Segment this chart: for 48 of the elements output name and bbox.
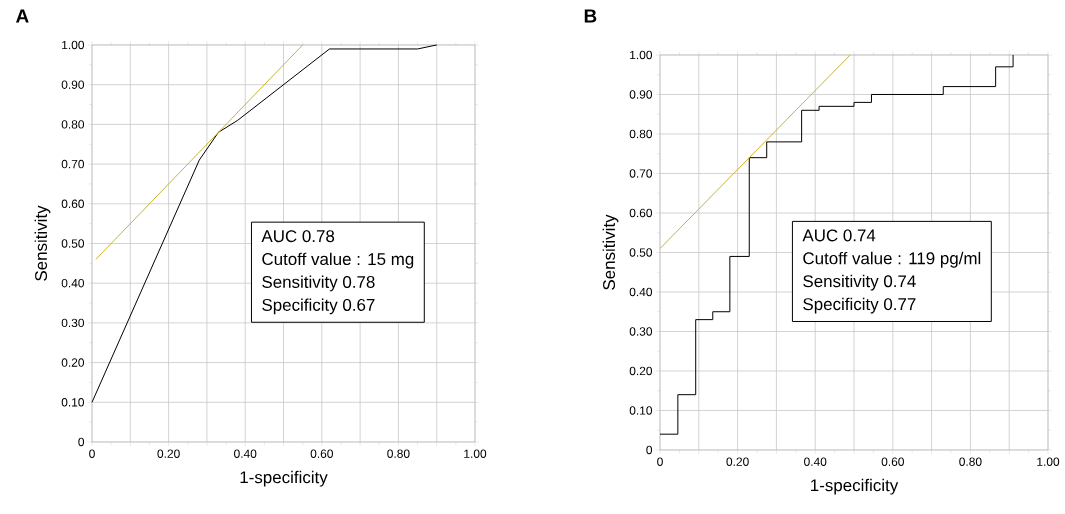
x-tick-label: 0.20 (157, 449, 180, 458)
y-tick-label: 0.90 (629, 90, 653, 99)
x-tick-label: 0.60 (310, 449, 333, 458)
y-tick-label: 0.60 (629, 208, 653, 218)
x-tick-label: 0.20 (726, 457, 749, 466)
y-tick-label: 0.30 (629, 327, 653, 336)
y-tick-label: 0.10 (61, 398, 85, 407)
y-tick-label: 0.50 (61, 239, 85, 248)
y-tick-label: 0.30 (61, 318, 85, 328)
annotation: Specificity 0.67 (262, 298, 375, 315)
x-tick-label: 1.00 (1037, 457, 1060, 466)
y-tick-label: 0.90 (61, 80, 85, 89)
annotation: AUC 0.74 (802, 229, 876, 242)
x-axis-title: 1-specificity (240, 470, 328, 487)
y-tick-label: 0.20 (61, 358, 85, 367)
annotation: Sensitivity 0.74 (803, 274, 916, 291)
x-tick-label: 0.40 (234, 449, 257, 458)
y-tick-label: 0.20 (629, 366, 653, 376)
x-axis-title: 1-specificity (811, 478, 899, 495)
y-axis-title: Sensitivity (34, 205, 51, 281)
line-series (91, 44, 438, 403)
x-tick-label: 0.80 (959, 457, 982, 466)
x-tick-label: 0 (657, 457, 663, 466)
x-tick-label: 0.40 (804, 457, 827, 466)
y-tick-label: 0.80 (629, 129, 653, 139)
annotation: AUC 0.78 (261, 230, 335, 243)
y-axis-title: Sensitivity (602, 214, 619, 290)
y-tick-label: 0.40 (61, 278, 85, 288)
y-tick-label: 0.60 (61, 199, 85, 209)
annotation: Cutoff value : 15 mg (262, 252, 414, 269)
y-tick-label: 0.80 (61, 120, 85, 129)
y-tick-label: 0 (78, 437, 85, 447)
annotation: Cutoff value : 119 pg/ml (803, 251, 981, 268)
y-tick-label: 1.00 (630, 50, 653, 60)
chart-title: B (584, 9, 597, 23)
chart-title: A (16, 9, 29, 23)
annotation: Specificity 0.77 (803, 297, 916, 314)
x-tick-label: 0.80 (387, 449, 410, 458)
y-tick-label: 0.70 (629, 169, 653, 178)
x-tick-label: 0.60 (881, 457, 904, 466)
y-tick-label: 0.70 (61, 159, 85, 169)
y-tick-label: 0.40 (629, 287, 653, 297)
x-tick-label: 0 (89, 449, 95, 458)
annotation: Sensitivity 0.78 (262, 275, 375, 292)
y-tick-label: 1.00 (62, 40, 85, 50)
y-tick-label: 0.10 (629, 406, 653, 415)
x-tick-label: 1.00 (464, 449, 487, 458)
y-tick-label: 0.50 (629, 248, 653, 257)
